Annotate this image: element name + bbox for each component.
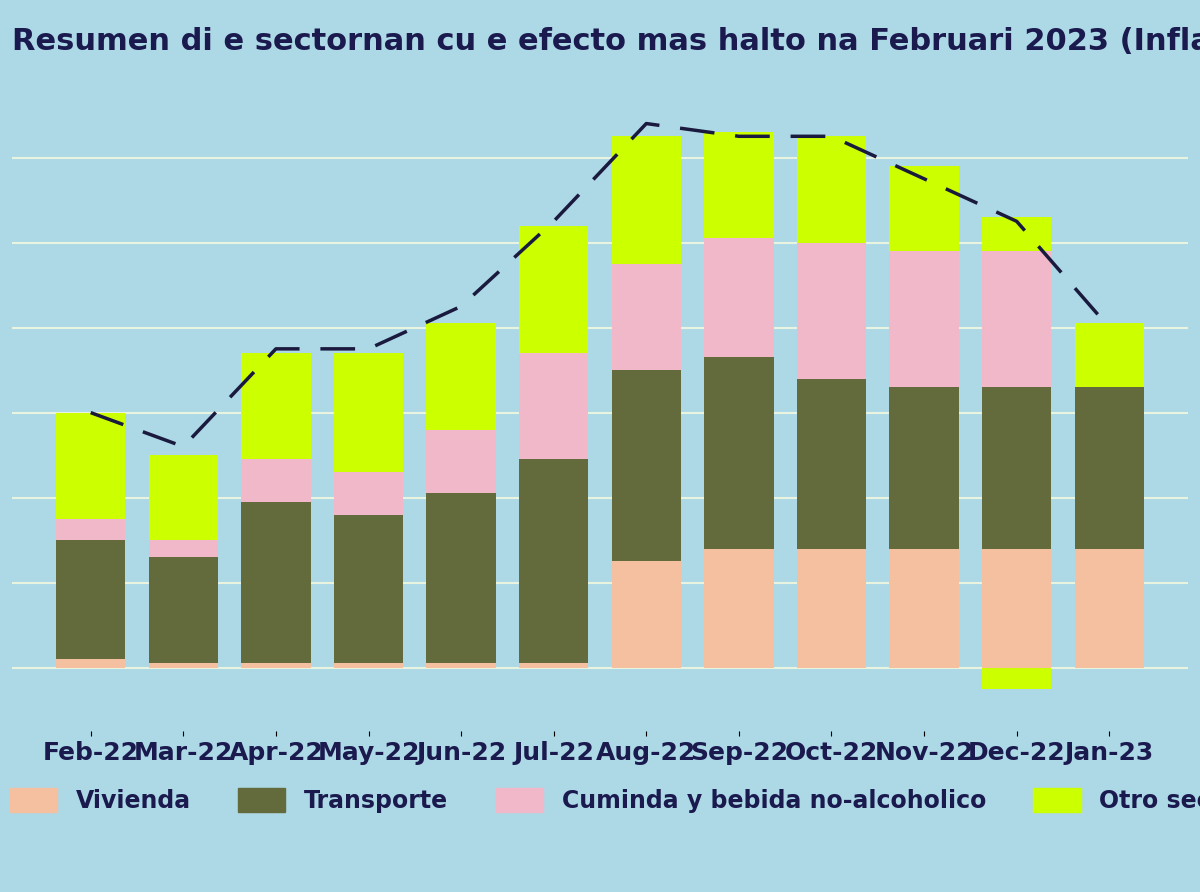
Bar [149, 541, 218, 558]
Bar [889, 387, 959, 549]
Bar [704, 358, 774, 549]
Bar [56, 519, 126, 541]
Bar [334, 664, 403, 668]
Bar [612, 136, 682, 264]
Bar [797, 136, 866, 243]
Bar [982, 387, 1051, 549]
Bar [426, 493, 496, 664]
Bar [982, 217, 1051, 251]
Bar [426, 430, 496, 493]
Bar [518, 459, 588, 664]
Bar [518, 226, 588, 353]
Bar [56, 541, 126, 659]
Legend: Vivienda, Transporte, Cuminda y bebida no-alcoholico, Otro sectornan, ----: Vivienda, Transporte, Cuminda y bebida n… [0, 779, 1200, 822]
Bar [612, 370, 682, 561]
Bar [426, 664, 496, 668]
Bar [518, 353, 588, 459]
Bar [518, 664, 588, 668]
Bar [612, 561, 682, 668]
Bar [1074, 549, 1144, 668]
Bar [56, 659, 126, 668]
Bar [149, 455, 218, 541]
Text: Resumen di e sectornan cu e efecto mas halto na Februari 2023 (Inflacion anual): Resumen di e sectornan cu e efecto mas h… [12, 27, 1200, 56]
Bar [797, 378, 866, 549]
Bar [889, 251, 959, 387]
Bar [797, 549, 866, 668]
Bar [889, 549, 959, 668]
Bar [241, 502, 311, 664]
Bar [982, 668, 1051, 689]
Bar [612, 264, 682, 370]
Bar [704, 549, 774, 668]
Bar [704, 238, 774, 358]
Bar [334, 472, 403, 515]
Bar [704, 132, 774, 238]
Bar [1074, 387, 1144, 549]
Bar [334, 353, 403, 472]
Bar [149, 558, 218, 664]
Bar [982, 549, 1051, 668]
Bar [149, 664, 218, 668]
Bar [241, 459, 311, 502]
Bar [797, 243, 866, 378]
Bar [889, 166, 959, 251]
Bar [982, 251, 1051, 387]
Bar [241, 353, 311, 459]
Bar [426, 323, 496, 430]
Bar [241, 664, 311, 668]
Bar [56, 413, 126, 519]
Bar [1074, 323, 1144, 387]
Bar [334, 515, 403, 664]
